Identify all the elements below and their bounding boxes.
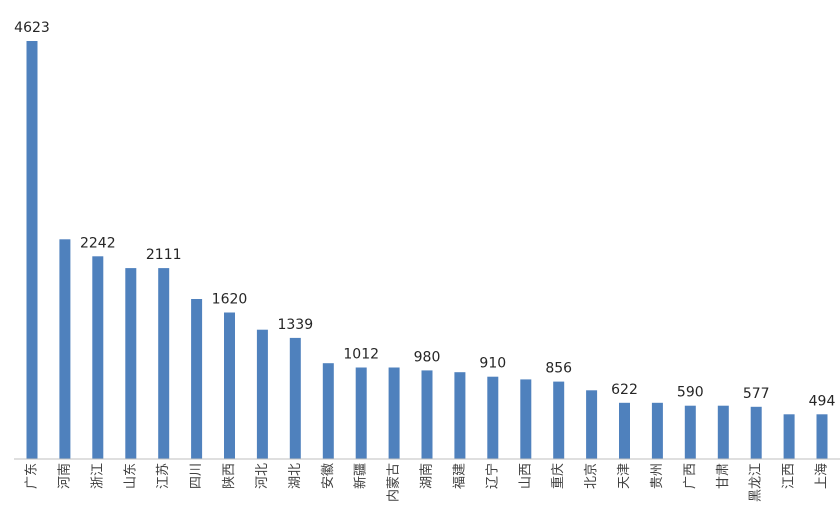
category-label-新疆: 新疆 <box>353 463 369 489</box>
bar-四川 <box>191 299 203 459</box>
bars-group <box>26 41 828 459</box>
category-label-福建: 福建 <box>452 463 467 489</box>
category-label-天津: 天津 <box>617 463 632 489</box>
category-label-贵州: 贵州 <box>650 463 665 489</box>
data-label-浙江: 2242 <box>80 235 116 251</box>
bar-上海 <box>816 414 828 459</box>
category-label-浙江: 浙江 <box>90 463 105 489</box>
category-label-江苏: 江苏 <box>155 463 171 489</box>
category-label-黑龙江: 黑龙江 <box>749 463 764 502</box>
bar-甘肃 <box>717 405 729 459</box>
category-label-湖北: 湖北 <box>288 463 303 489</box>
data-label-广东: 4623 <box>14 20 50 36</box>
bar-浙江 <box>92 256 104 459</box>
category-label-内蒙古: 内蒙古 <box>386 463 402 502</box>
bar-广西 <box>684 405 696 459</box>
category-label-四川: 四川 <box>189 463 204 489</box>
data-label-天津: 622 <box>611 382 638 398</box>
bar-内蒙古 <box>388 367 400 459</box>
category-label-上海: 上海 <box>815 463 830 489</box>
category-label-山东: 山东 <box>123 463 138 489</box>
category-label-湖南: 湖南 <box>419 463 435 489</box>
data-label-江苏: 2111 <box>146 247 182 263</box>
category-label-重庆: 重庆 <box>550 463 566 489</box>
bar-广东 <box>26 41 38 459</box>
bar-江苏 <box>158 268 170 459</box>
category-label-广东: 广东 <box>25 463 40 489</box>
category-label-陕西: 陕西 <box>222 463 237 489</box>
data-label-重庆: 856 <box>545 361 572 377</box>
data-label-黑龙江: 577 <box>743 386 770 402</box>
bar-江西 <box>783 414 795 459</box>
bar-安徽 <box>322 363 334 459</box>
category-label-甘肃: 甘肃 <box>716 463 731 489</box>
data-label-广西: 590 <box>677 385 704 401</box>
bar-重庆 <box>553 381 565 459</box>
bar-天津 <box>619 402 630 459</box>
data-label-新疆: 1012 <box>343 347 379 363</box>
data-label-陕西: 1620 <box>212 292 248 308</box>
category-label-河北: 河北 <box>255 463 270 489</box>
data-label-上海: 494 <box>809 393 836 409</box>
category-label-北京: 北京 <box>584 463 599 489</box>
data-label-湖南: 980 <box>414 349 441 365</box>
bar-福建 <box>454 372 466 459</box>
category-label-辽宁: 辽宁 <box>484 463 500 489</box>
category-label-安徽: 安徽 <box>321 463 336 489</box>
data-label-湖北: 1339 <box>277 317 313 333</box>
bar-河北 <box>256 329 268 459</box>
data-label-辽宁: 910 <box>479 356 506 372</box>
bar-北京 <box>586 390 598 459</box>
bar-河南 <box>59 239 71 459</box>
bar-陕西 <box>224 312 235 459</box>
bar-湖南 <box>421 370 433 459</box>
category-label-江西: 江西 <box>782 463 797 489</box>
bar-山西 <box>520 379 532 459</box>
category-label-山西: 山西 <box>518 463 533 489</box>
category-label-河南: 河南 <box>56 463 72 489</box>
bar-辽宁 <box>487 376 499 459</box>
bar-贵州 <box>651 402 663 459</box>
bar-黑龙江 <box>750 406 762 459</box>
bar-湖北 <box>289 337 301 459</box>
category-labels-group: 广东 河南 浙江 山东 江苏 四川 陕西 河北 湖北 安徽 新疆 内蒙古 湖南 福建 辽宁 山西 重庆 北京 天津贵… <box>25 463 830 502</box>
bar-山东 <box>125 268 137 459</box>
category-label-广西: 广西 <box>683 463 698 489</box>
bar-新疆 <box>355 367 367 459</box>
data-labels-group: 4623 2242 2111 1620 1339 1012 980 910 856 622 590 5… <box>14 20 835 409</box>
